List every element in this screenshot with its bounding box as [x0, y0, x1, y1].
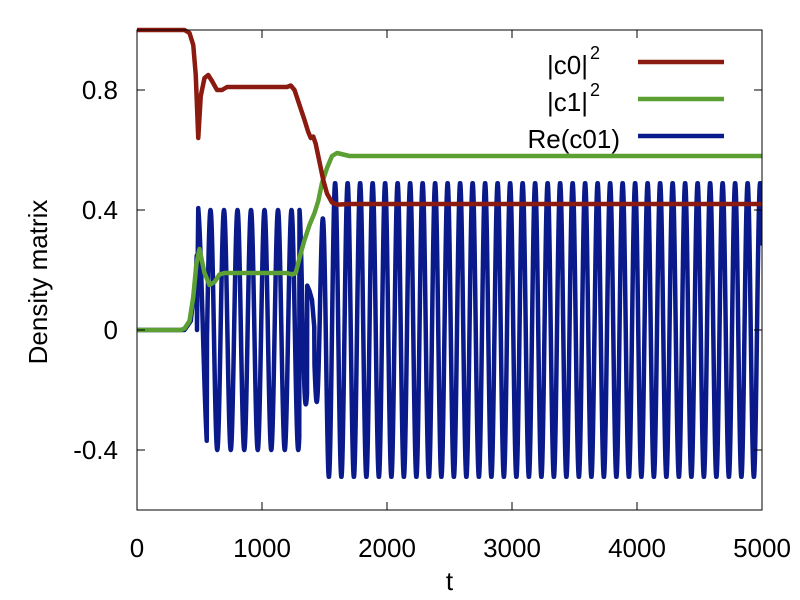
x-tick-label: 3000	[483, 533, 541, 563]
legend-label-0: |c0|	[547, 50, 588, 80]
legend-label-superscript: 2	[590, 43, 600, 63]
plot-frame	[136, 29, 763, 511]
ticks-layer: 0 1000 2000 3000 4000 5000 0.8 0.4 0 -0.4	[73, 30, 791, 563]
series-layer	[137, 27, 762, 479]
legend-label-1: |c1|	[547, 87, 588, 117]
legend-label-2: Re(c01)	[528, 124, 620, 154]
x-tick-label: 5000	[733, 533, 791, 563]
legend-label-superscript: 2	[590, 80, 600, 100]
legend: |c0| 2|c1| 2Re(c01)	[528, 43, 724, 154]
series-line-0	[137, 27, 762, 207]
series-line-2	[137, 181, 762, 479]
legend-label-text: |c0|	[547, 50, 588, 80]
x-tick-label: 1000	[233, 533, 291, 563]
y-tick-label: 0	[104, 315, 118, 345]
y-tick-label: 0.4	[82, 195, 118, 225]
x-axis-label: t	[446, 566, 454, 596]
legend-label-text: Re(c01)	[528, 124, 620, 154]
x-tick-label: 0	[130, 533, 144, 563]
y-tick-label: 0.8	[82, 75, 118, 105]
legend-label-text: |c1|	[547, 87, 588, 117]
x-tick-label: 4000	[608, 533, 666, 563]
series-line-1	[137, 150, 762, 333]
y-tick-label: -0.4	[73, 435, 118, 465]
x-tick-label: 2000	[358, 533, 416, 563]
y-axis-label: Density matrix	[23, 200, 53, 365]
